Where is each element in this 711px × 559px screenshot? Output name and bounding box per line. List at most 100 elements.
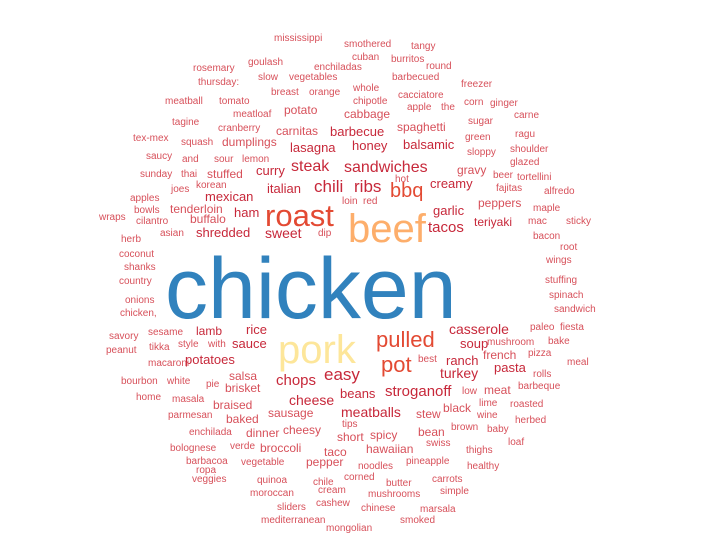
word-pulled: pulled	[376, 327, 435, 352]
word-rosemary: rosemary	[193, 63, 235, 74]
word-sugar: sugar	[468, 116, 494, 127]
word-tikka: tikka	[149, 342, 170, 353]
word-sweet: sweet	[265, 225, 302, 241]
word-wraps: wraps	[98, 212, 126, 223]
word-pork: pork	[278, 328, 357, 372]
word-enchiladas: enchiladas	[314, 62, 362, 73]
word-ginger: ginger	[490, 98, 518, 109]
word-goulash: goulash	[248, 57, 283, 68]
word-teriyaki: teriyaki	[474, 215, 512, 229]
word-balsamic: balsamic	[403, 137, 455, 152]
word-peanut: peanut	[106, 345, 137, 356]
word-whole: whole	[352, 83, 380, 94]
word-mac: mac	[528, 216, 547, 227]
word-taco: taco	[324, 445, 347, 459]
word-tips: tips	[342, 419, 358, 430]
word-hawaiian: hawaiian	[366, 442, 413, 456]
word-tacos: tacos	[428, 219, 464, 236]
word-squash: squash	[181, 137, 213, 148]
word-shanks: shanks	[124, 262, 156, 273]
word-lamb: lamb	[196, 324, 222, 338]
word-barbacoa: barbacoa	[186, 456, 228, 467]
word-carne: carne	[514, 110, 539, 121]
word-italian: italian	[267, 181, 301, 196]
word-mushroom: mushroom	[487, 337, 534, 348]
word-tenderloin: tenderloin	[170, 202, 223, 216]
word-tangy: tangy	[411, 41, 435, 52]
word-sausage: sausage	[268, 406, 314, 420]
word-pepper: pepper	[306, 455, 343, 469]
word-chicken: chicken	[165, 241, 457, 337]
word-freezer: freezer	[461, 79, 493, 90]
word-steak: steak	[291, 158, 330, 175]
word-paleo: paleo	[530, 322, 555, 333]
word-veggies: veggies	[192, 474, 226, 485]
word-best: best	[418, 354, 437, 365]
word-chicken: chicken,	[120, 308, 157, 319]
word-rolls: rolls	[533, 369, 551, 380]
word-corned: corned	[344, 472, 375, 483]
word-sloppy: sloppy	[467, 147, 496, 158]
word-apple: apple	[407, 102, 432, 113]
word-buffalo: buffalo	[190, 212, 226, 226]
word-sticky: sticky	[566, 216, 591, 227]
word-sunday: sunday	[140, 169, 172, 180]
word-moroccan: moroccan	[250, 488, 294, 499]
word-burritos: burritos	[391, 54, 424, 65]
word-tortellini: tortellini	[517, 172, 551, 183]
word-honey: honey	[352, 138, 388, 153]
word-pineapple: pineapple	[406, 456, 450, 467]
word-herbed: herbed	[515, 415, 546, 426]
word-fiesta: fiesta	[560, 322, 584, 333]
word-smothered: smothered	[344, 39, 391, 50]
word-bean: bean	[418, 425, 445, 439]
word-thighs: thighs	[466, 445, 493, 456]
word-chipotle: chipotle	[353, 96, 388, 107]
word-spaghetti: spaghetti	[397, 120, 446, 134]
word-vegetable: vegetable	[241, 457, 285, 468]
word-onions: onions	[125, 295, 154, 306]
word-ropa: ropa	[196, 465, 216, 476]
word-meatball: meatball	[165, 96, 203, 107]
word-stew: stew	[416, 407, 441, 421]
word-red: red	[363, 196, 377, 207]
word-bake: bake	[548, 336, 570, 347]
word-chinese: chinese	[361, 503, 396, 514]
word-bowls: bowls	[134, 205, 160, 216]
word-meat: meat	[484, 383, 511, 397]
word-smoked: smoked	[400, 515, 435, 526]
word-beer: beer	[493, 170, 514, 181]
word-bbq: bbq	[390, 180, 423, 202]
word-barbecued: barbecued	[392, 72, 439, 83]
word-savory: savory	[109, 331, 138, 342]
word-maple: maple	[533, 203, 561, 214]
word-simple: simple	[440, 486, 469, 497]
word-masala: masala	[172, 394, 205, 405]
word-green: green	[465, 132, 491, 143]
word-cashew: cashew	[316, 498, 351, 509]
word-ragu: ragu	[515, 129, 535, 140]
word-spinach: spinach	[549, 290, 583, 301]
word-chile: chile	[313, 477, 334, 488]
word-mexican: mexican	[205, 189, 253, 204]
word-glazed: glazed	[510, 157, 539, 168]
word-barbeque: barbeque	[518, 381, 561, 392]
word-pizza: pizza	[528, 348, 552, 359]
word-stroganoff: stroganoff	[385, 383, 452, 400]
word-with: with	[207, 339, 226, 350]
word-chops: chops	[276, 372, 316, 389]
word-dumplings: dumplings	[222, 135, 277, 149]
word-turkey: turkey	[440, 365, 478, 381]
word-joes: joes	[170, 184, 189, 195]
word-sesame: sesame	[148, 327, 183, 338]
word-bacon: bacon	[533, 231, 560, 242]
word-cabbage: cabbage	[344, 107, 390, 121]
word-carrots: carrots	[432, 474, 463, 485]
word-cheese: cheese	[289, 392, 334, 408]
word-carnitas: carnitas	[276, 124, 318, 138]
word-rice: rice	[246, 322, 267, 337]
word-baked: baked	[226, 412, 259, 426]
word-dinner: dinner	[246, 426, 279, 440]
word-style: style	[178, 339, 199, 350]
word-sandwiches: sandwiches	[344, 159, 428, 176]
